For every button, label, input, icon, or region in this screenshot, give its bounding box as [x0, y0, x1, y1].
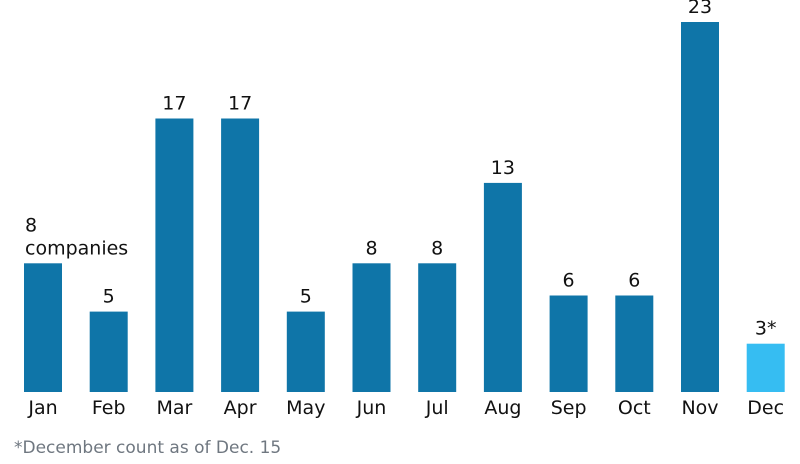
x-tick-label-mar: Mar: [156, 397, 192, 419]
value-label-nov: 23: [688, 0, 712, 18]
value-label-apr: 17: [228, 93, 252, 115]
value-label-mar: 17: [162, 93, 186, 115]
x-tick-label-apr: Apr: [224, 397, 257, 419]
bar-jul: [418, 263, 457, 392]
footnote: *December count as of Dec. 15: [14, 438, 282, 458]
value-label-feb: 5: [103, 286, 115, 308]
x-tick-label-jan: Jan: [27, 397, 57, 419]
x-tick-label-oct: Oct: [618, 397, 651, 419]
value-label-may: 5: [300, 286, 312, 308]
bar-sep: [549, 295, 588, 392]
bar-mar: [155, 118, 194, 392]
bar-may: [286, 311, 325, 392]
bar-aug: [483, 182, 522, 392]
x-tick-label-jun: Jun: [356, 397, 387, 419]
x-tick-label-may: May: [286, 397, 325, 419]
x-tick-label-jul: Jul: [425, 397, 449, 419]
x-tick-label-sep: Sep: [551, 397, 587, 419]
bar-oct: [615, 295, 654, 392]
bar-apr: [221, 118, 260, 392]
x-tick-label-dec: Dec: [747, 397, 784, 419]
bar-feb: [89, 311, 128, 392]
value-label-jul: 8: [431, 237, 443, 259]
value-label-sep: 6: [563, 270, 575, 292]
x-tick-label-feb: Feb: [92, 397, 126, 419]
x-tick-label-aug: Aug: [484, 397, 521, 419]
bars-group: [24, 22, 785, 392]
bar-nov: [681, 22, 719, 392]
value-label-oct: 6: [628, 270, 640, 292]
value-label-aug: 13: [491, 157, 515, 179]
value-label-unit: companies: [25, 237, 128, 259]
bar-jun: [352, 263, 391, 392]
value-label-jan: 8: [25, 214, 37, 236]
bar-dec: [746, 343, 785, 392]
value-label-dec: 3*: [755, 318, 777, 340]
x-tick-label-nov: Nov: [681, 397, 718, 419]
x-tick-labels-group: Jan Feb Mar Apr May Jun Jul Aug Sep Oct Nov Dec: [27, 397, 784, 419]
value-label-jun: 8: [365, 237, 377, 259]
bar-jan: [24, 263, 62, 392]
